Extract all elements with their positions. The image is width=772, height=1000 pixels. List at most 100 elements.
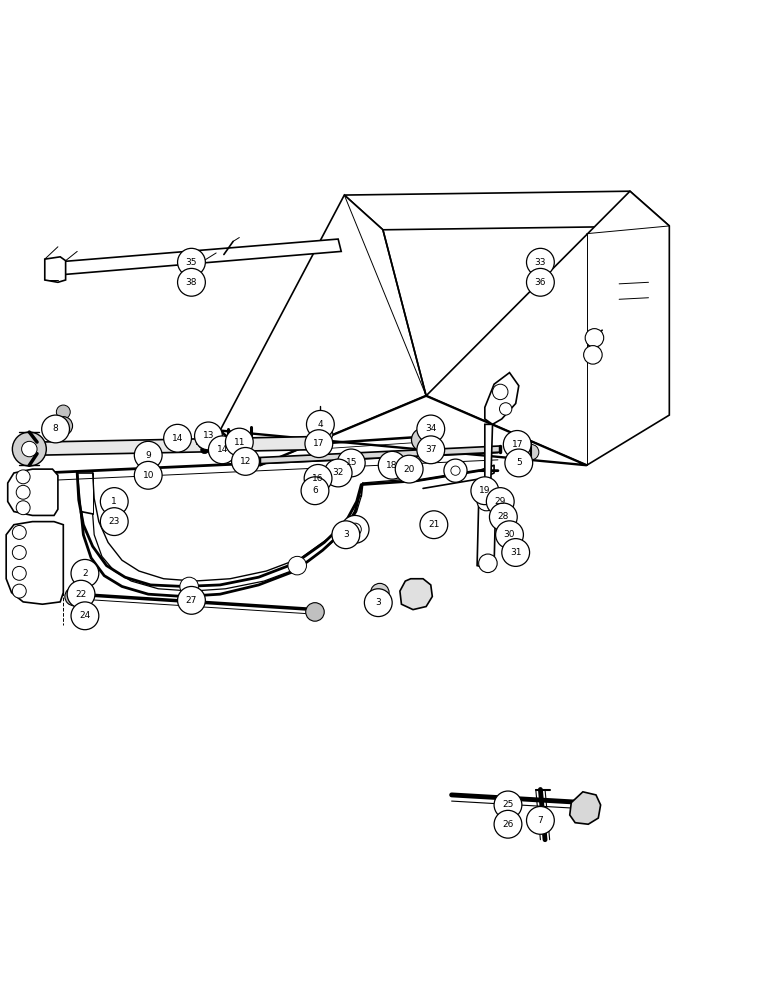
Circle shape <box>178 586 205 614</box>
Circle shape <box>505 449 533 477</box>
Text: 5: 5 <box>516 458 522 467</box>
Circle shape <box>499 403 512 415</box>
Text: 16: 16 <box>313 474 323 483</box>
Polygon shape <box>220 195 426 465</box>
Circle shape <box>206 441 214 448</box>
Circle shape <box>444 459 467 482</box>
Text: 35: 35 <box>186 258 197 267</box>
Circle shape <box>395 455 423 483</box>
Circle shape <box>494 810 522 838</box>
Text: 25: 25 <box>503 800 513 809</box>
Text: 14: 14 <box>172 434 183 443</box>
Text: 4: 4 <box>317 420 323 429</box>
Polygon shape <box>37 437 307 455</box>
Circle shape <box>201 446 208 454</box>
Text: 1: 1 <box>111 497 117 506</box>
Text: 6: 6 <box>312 486 318 495</box>
Circle shape <box>349 523 361 536</box>
Circle shape <box>332 521 360 549</box>
Polygon shape <box>400 579 432 610</box>
Text: 20: 20 <box>404 465 415 474</box>
Text: 21: 21 <box>428 520 439 529</box>
Polygon shape <box>8 469 58 515</box>
Polygon shape <box>344 191 669 230</box>
Circle shape <box>134 461 162 489</box>
Circle shape <box>12 546 26 559</box>
Circle shape <box>12 566 26 580</box>
Circle shape <box>585 329 604 347</box>
Circle shape <box>451 466 460 475</box>
Circle shape <box>65 587 83 606</box>
Circle shape <box>429 520 438 529</box>
Circle shape <box>208 448 216 455</box>
Polygon shape <box>6 522 63 604</box>
Circle shape <box>100 508 128 536</box>
Circle shape <box>71 559 99 587</box>
Circle shape <box>312 414 329 431</box>
Circle shape <box>523 444 539 460</box>
Circle shape <box>503 431 531 458</box>
Circle shape <box>527 248 554 276</box>
Circle shape <box>400 458 418 477</box>
Text: 17: 17 <box>512 440 523 449</box>
Circle shape <box>334 467 346 479</box>
Circle shape <box>341 457 354 469</box>
Circle shape <box>511 546 523 559</box>
Circle shape <box>477 492 496 511</box>
Circle shape <box>16 485 30 499</box>
Circle shape <box>232 448 259 475</box>
Circle shape <box>67 580 95 608</box>
Circle shape <box>225 428 253 456</box>
Text: 13: 13 <box>203 431 214 440</box>
Polygon shape <box>485 373 519 424</box>
Circle shape <box>100 488 128 515</box>
Circle shape <box>16 501 30 515</box>
Text: 26: 26 <box>503 820 513 829</box>
Text: 36: 36 <box>535 278 546 287</box>
Circle shape <box>16 470 30 484</box>
Circle shape <box>306 410 334 438</box>
Text: 29: 29 <box>495 497 506 506</box>
Circle shape <box>527 806 554 834</box>
Circle shape <box>584 346 602 364</box>
Text: 22: 22 <box>76 590 86 599</box>
Polygon shape <box>54 239 341 276</box>
Circle shape <box>208 436 236 464</box>
Circle shape <box>411 428 435 451</box>
Text: 37: 37 <box>425 445 436 454</box>
Text: 30: 30 <box>504 530 515 539</box>
Circle shape <box>493 384 508 400</box>
Circle shape <box>489 503 517 531</box>
Text: 2: 2 <box>82 569 88 578</box>
Text: 24: 24 <box>80 611 90 620</box>
Circle shape <box>54 417 73 435</box>
Circle shape <box>42 415 69 443</box>
Text: 12: 12 <box>240 457 251 466</box>
Text: 10: 10 <box>143 471 154 480</box>
Circle shape <box>301 477 329 505</box>
Text: 7: 7 <box>537 816 543 825</box>
Text: 9: 9 <box>145 451 151 460</box>
Circle shape <box>315 472 327 485</box>
Circle shape <box>12 525 26 539</box>
Circle shape <box>371 583 389 602</box>
Circle shape <box>307 478 323 494</box>
Text: 15: 15 <box>346 458 357 467</box>
Text: 17: 17 <box>313 439 324 448</box>
Text: 38: 38 <box>186 278 197 287</box>
Text: 11: 11 <box>234 438 245 447</box>
Circle shape <box>364 589 392 617</box>
Circle shape <box>502 539 530 566</box>
Circle shape <box>306 603 324 621</box>
Circle shape <box>486 488 514 515</box>
Circle shape <box>56 405 70 419</box>
Circle shape <box>503 529 516 541</box>
Polygon shape <box>220 396 587 465</box>
Circle shape <box>178 248 205 276</box>
Text: 19: 19 <box>479 486 490 495</box>
Polygon shape <box>477 424 496 568</box>
Circle shape <box>288 556 306 575</box>
Text: 3: 3 <box>343 530 349 539</box>
Circle shape <box>417 415 445 443</box>
Circle shape <box>527 268 554 296</box>
